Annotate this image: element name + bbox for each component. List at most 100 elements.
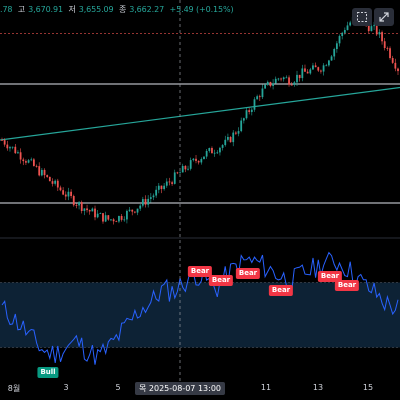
candle-body <box>314 65 317 68</box>
candle-body <box>17 152 19 154</box>
candle-body <box>197 160 200 163</box>
candle-body <box>118 215 120 222</box>
oscillator-pane[interactable] <box>0 251 400 365</box>
dashed-square-icon <box>357 12 367 22</box>
candle-body <box>269 81 272 86</box>
candle-body <box>168 181 171 183</box>
candle-body <box>144 199 147 205</box>
candle-body <box>54 180 57 184</box>
candle-body <box>157 185 160 190</box>
bear-signal-tag: Bear <box>187 266 213 277</box>
candle-body <box>80 202 83 211</box>
candle-body <box>48 176 51 182</box>
candle-body <box>62 190 65 195</box>
close-label: 종 <box>118 5 127 14</box>
candle-body <box>242 118 245 121</box>
time-axis[interactable]: 8월 3 5 목 2025-08-07 13:00 11 13 15 <box>0 382 400 397</box>
candle-body <box>327 60 330 66</box>
candle-body <box>290 84 293 86</box>
candle-body <box>35 165 38 167</box>
candle-body <box>91 208 94 212</box>
candle-body <box>296 74 298 83</box>
candle-body <box>256 96 259 100</box>
candle-body <box>141 199 144 206</box>
oscillator-line <box>1 251 399 365</box>
candle-body <box>128 209 131 211</box>
candle-body <box>176 172 179 174</box>
candle-body <box>184 165 187 170</box>
candle-body <box>27 160 30 163</box>
candle-body <box>86 208 88 211</box>
x-tick-label: 5 <box>115 383 121 392</box>
open-value: .78 <box>0 5 13 14</box>
low-value: 3,655.09 <box>78 5 114 14</box>
candle-body <box>349 22 352 26</box>
bear-signal-tag: Bear <box>317 271 343 282</box>
candle-body <box>43 169 46 176</box>
candle-body <box>120 215 123 220</box>
candle-body <box>285 77 288 79</box>
candle-body <box>272 83 274 86</box>
candle-body <box>70 191 73 197</box>
candle-body <box>216 152 219 154</box>
candle-body <box>38 166 41 176</box>
candle-body <box>94 208 96 218</box>
fullscreen-button[interactable] <box>374 8 394 26</box>
candle-body <box>232 132 235 143</box>
low-label: 저 <box>68 5 76 14</box>
candle-body <box>110 219 112 221</box>
candle-body <box>19 152 22 160</box>
bull-signal-tag: Bull <box>37 367 59 378</box>
candle-body <box>213 152 216 154</box>
candle-body <box>234 132 237 134</box>
candle-body <box>72 196 75 206</box>
candle-body <box>173 172 176 184</box>
candle-body <box>253 99 256 110</box>
candle-body <box>373 25 375 27</box>
candle-body <box>88 210 91 212</box>
candle-body <box>112 219 115 222</box>
candle-body <box>67 191 70 197</box>
candle-body <box>330 56 333 61</box>
candle-body <box>386 48 389 49</box>
candle-body <box>375 25 378 35</box>
candle-body <box>280 78 282 80</box>
candle-body <box>200 159 203 163</box>
ohlc-legend: .78 고 3,670.91 저 3,655.09 종 3,662.27 +5.49 … <box>0 4 237 15</box>
candle-body <box>102 213 104 222</box>
object-tree-button[interactable] <box>352 8 372 26</box>
candle-body <box>189 160 192 169</box>
candle-body <box>104 215 107 222</box>
candle-body <box>320 70 322 72</box>
candle-body <box>107 215 110 220</box>
bear-signal-tag: Bear <box>235 268 261 279</box>
candle-body <box>378 32 381 35</box>
candle-body <box>381 32 383 42</box>
candle-body <box>343 30 346 33</box>
candle-body <box>298 74 301 79</box>
candle-body <box>211 148 213 154</box>
candle-body <box>367 24 370 32</box>
candle-body <box>346 25 349 31</box>
candle-body <box>64 194 67 197</box>
candle-body <box>338 36 341 44</box>
candle-body <box>203 156 205 160</box>
candle-body <box>115 221 118 223</box>
candle-body <box>288 77 290 85</box>
candle-body <box>277 78 280 80</box>
x-tick-label: 11 <box>260 383 272 392</box>
candle-body <box>208 148 211 151</box>
price-pane[interactable] <box>0 14 400 225</box>
candle-body <box>25 161 27 163</box>
close-value: 3,662.27 <box>129 5 165 14</box>
x-tick-label: 15 <box>362 383 374 392</box>
candle-body <box>75 205 78 206</box>
candle-body <box>397 68 399 72</box>
candle-body <box>165 181 168 186</box>
candle-body <box>131 209 134 212</box>
candle-body <box>389 48 391 59</box>
candle-body <box>181 165 184 173</box>
candle-body <box>205 150 208 157</box>
x-tick-label: 13 <box>312 383 324 392</box>
